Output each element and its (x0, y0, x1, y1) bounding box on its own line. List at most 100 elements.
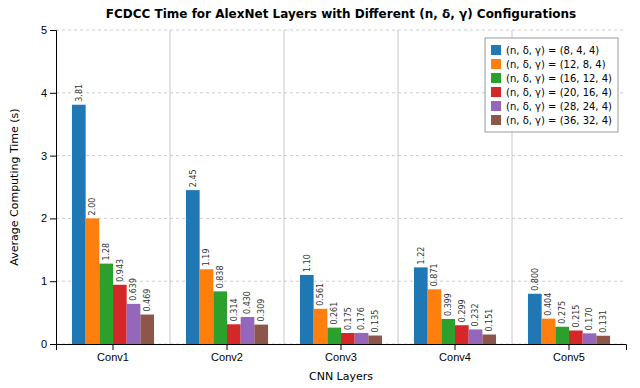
y-tick-label: 4 (41, 87, 47, 99)
x-tick: Conv4 (439, 344, 471, 363)
bar (583, 333, 597, 344)
bar (341, 333, 355, 344)
data-label: 0.299 (458, 299, 467, 322)
data-label: 0.275 (558, 301, 567, 324)
x-tick-label: Conv4 (439, 351, 471, 363)
x-tick-label: Conv1 (97, 351, 129, 363)
legend-swatch (491, 101, 501, 111)
legend-swatch (491, 45, 501, 55)
data-label: 0.176 (357, 307, 366, 330)
x-tick: Conv1 (97, 344, 129, 363)
data-label: 0.151 (485, 309, 494, 332)
data-label: 0.838 (216, 265, 225, 288)
grid-line (56, 30, 626, 31)
y-tick-mark (50, 344, 56, 345)
bar (127, 304, 141, 344)
data-label: 0.261 (330, 302, 339, 325)
data-label: 0.175 (344, 307, 353, 330)
bar (327, 328, 341, 344)
data-label: 2.45 (189, 169, 198, 187)
y-axis-title: Average Computing Time (s) (8, 108, 21, 265)
y-tick-mark (50, 93, 56, 94)
plot: 3.812.451.101.220.8002.001.190.5610.8710… (41, 24, 627, 363)
legend: (n, δ, γ) = (8, 4, 4) (n, δ, γ) = (12, 8,… (485, 38, 618, 132)
grid (56, 30, 626, 344)
grid-line (56, 281, 626, 282)
bar (596, 336, 610, 344)
y-axis-line (50, 31, 57, 345)
legend-item: (n, δ, γ) = (8, 4, 4) (491, 45, 599, 56)
x-tick-label: Conv2 (211, 351, 243, 363)
data-label: 0.800 (531, 268, 540, 291)
bar (254, 325, 268, 344)
legend-swatch (491, 87, 501, 97)
y-tick: 3 (41, 150, 56, 162)
legend-label: (n, δ, γ) = (8, 4, 4) (506, 45, 599, 56)
legend-label: (n, δ, γ) = (12, 8, 4) (506, 59, 606, 70)
bar (241, 317, 255, 344)
bar (355, 333, 369, 344)
legend-label: (n, δ, γ) = (20, 16, 4) (506, 87, 612, 98)
bar (455, 325, 469, 344)
bar (113, 285, 127, 344)
data-label: 1.28 (102, 243, 111, 261)
data-label: 1.19 (202, 248, 211, 266)
bar (86, 218, 100, 344)
data-label: 1.10 (303, 254, 312, 272)
data-label: 0.399 (444, 293, 453, 316)
x-tick: Conv3 (325, 344, 357, 363)
legend-item: (n, δ, γ) = (36, 32, 4) (491, 115, 612, 126)
bar (368, 336, 382, 344)
x-tick-mark (455, 344, 456, 350)
legend-swatch (491, 73, 501, 83)
bar (72, 105, 86, 344)
bar (140, 315, 154, 344)
legend-swatch (491, 59, 501, 69)
y-tick: 2 (41, 212, 56, 224)
bar (528, 294, 542, 344)
data-label: 0.135 (371, 310, 380, 333)
x-tick-mark (341, 344, 342, 350)
x-tick: Conv2 (211, 344, 243, 363)
bar (569, 330, 583, 344)
data-label: 3.81 (75, 84, 84, 102)
x-tick: Conv5 (553, 344, 585, 363)
bar (482, 335, 496, 344)
bar (213, 291, 227, 344)
legend-swatch (491, 115, 501, 125)
legend-item: (n, δ, γ) = (16, 12, 4) (491, 73, 612, 84)
y-tick-mark (50, 218, 56, 219)
data-label: 0.469 (143, 289, 152, 312)
data-label: 0.170 (585, 307, 594, 330)
data-label: 0.404 (544, 293, 553, 316)
data-label: 0.561 (316, 283, 325, 306)
bar (441, 319, 455, 344)
data-label: 0.871 (430, 263, 439, 286)
y-tick-mark (50, 30, 56, 31)
x-tick-label: Conv3 (325, 351, 357, 363)
y-tick-label: 0 (41, 338, 47, 350)
legend-label: (n, δ, γ) = (28, 24, 4) (506, 101, 612, 112)
bar (414, 267, 428, 344)
grid-line (56, 155, 626, 156)
x-axis: Conv1 Conv2 Conv3 Conv4 Conv5 (57, 344, 627, 363)
bar (186, 190, 200, 344)
bar (200, 269, 214, 344)
y-tick-label: 5 (41, 24, 47, 36)
legend-frame (485, 38, 618, 132)
y-tick-label: 3 (41, 150, 47, 162)
y-tick: 4 (41, 87, 56, 99)
title: FCDCC Time for AlexNet Layers with Diffe… (106, 7, 576, 21)
legend-item: (n, δ, γ) = (20, 16, 4) (491, 87, 612, 98)
y-tick: 0 (41, 338, 56, 350)
bars (72, 105, 610, 344)
data-label: 0.309 (257, 299, 266, 322)
group-separators (170, 30, 512, 344)
y-tick-label: 2 (41, 212, 47, 224)
x-axis-line (57, 345, 627, 351)
bar (469, 329, 483, 344)
bar (555, 327, 569, 344)
x-tick-label: Conv5 (553, 351, 585, 363)
bar (542, 319, 556, 344)
x-tick-mark (227, 344, 228, 350)
